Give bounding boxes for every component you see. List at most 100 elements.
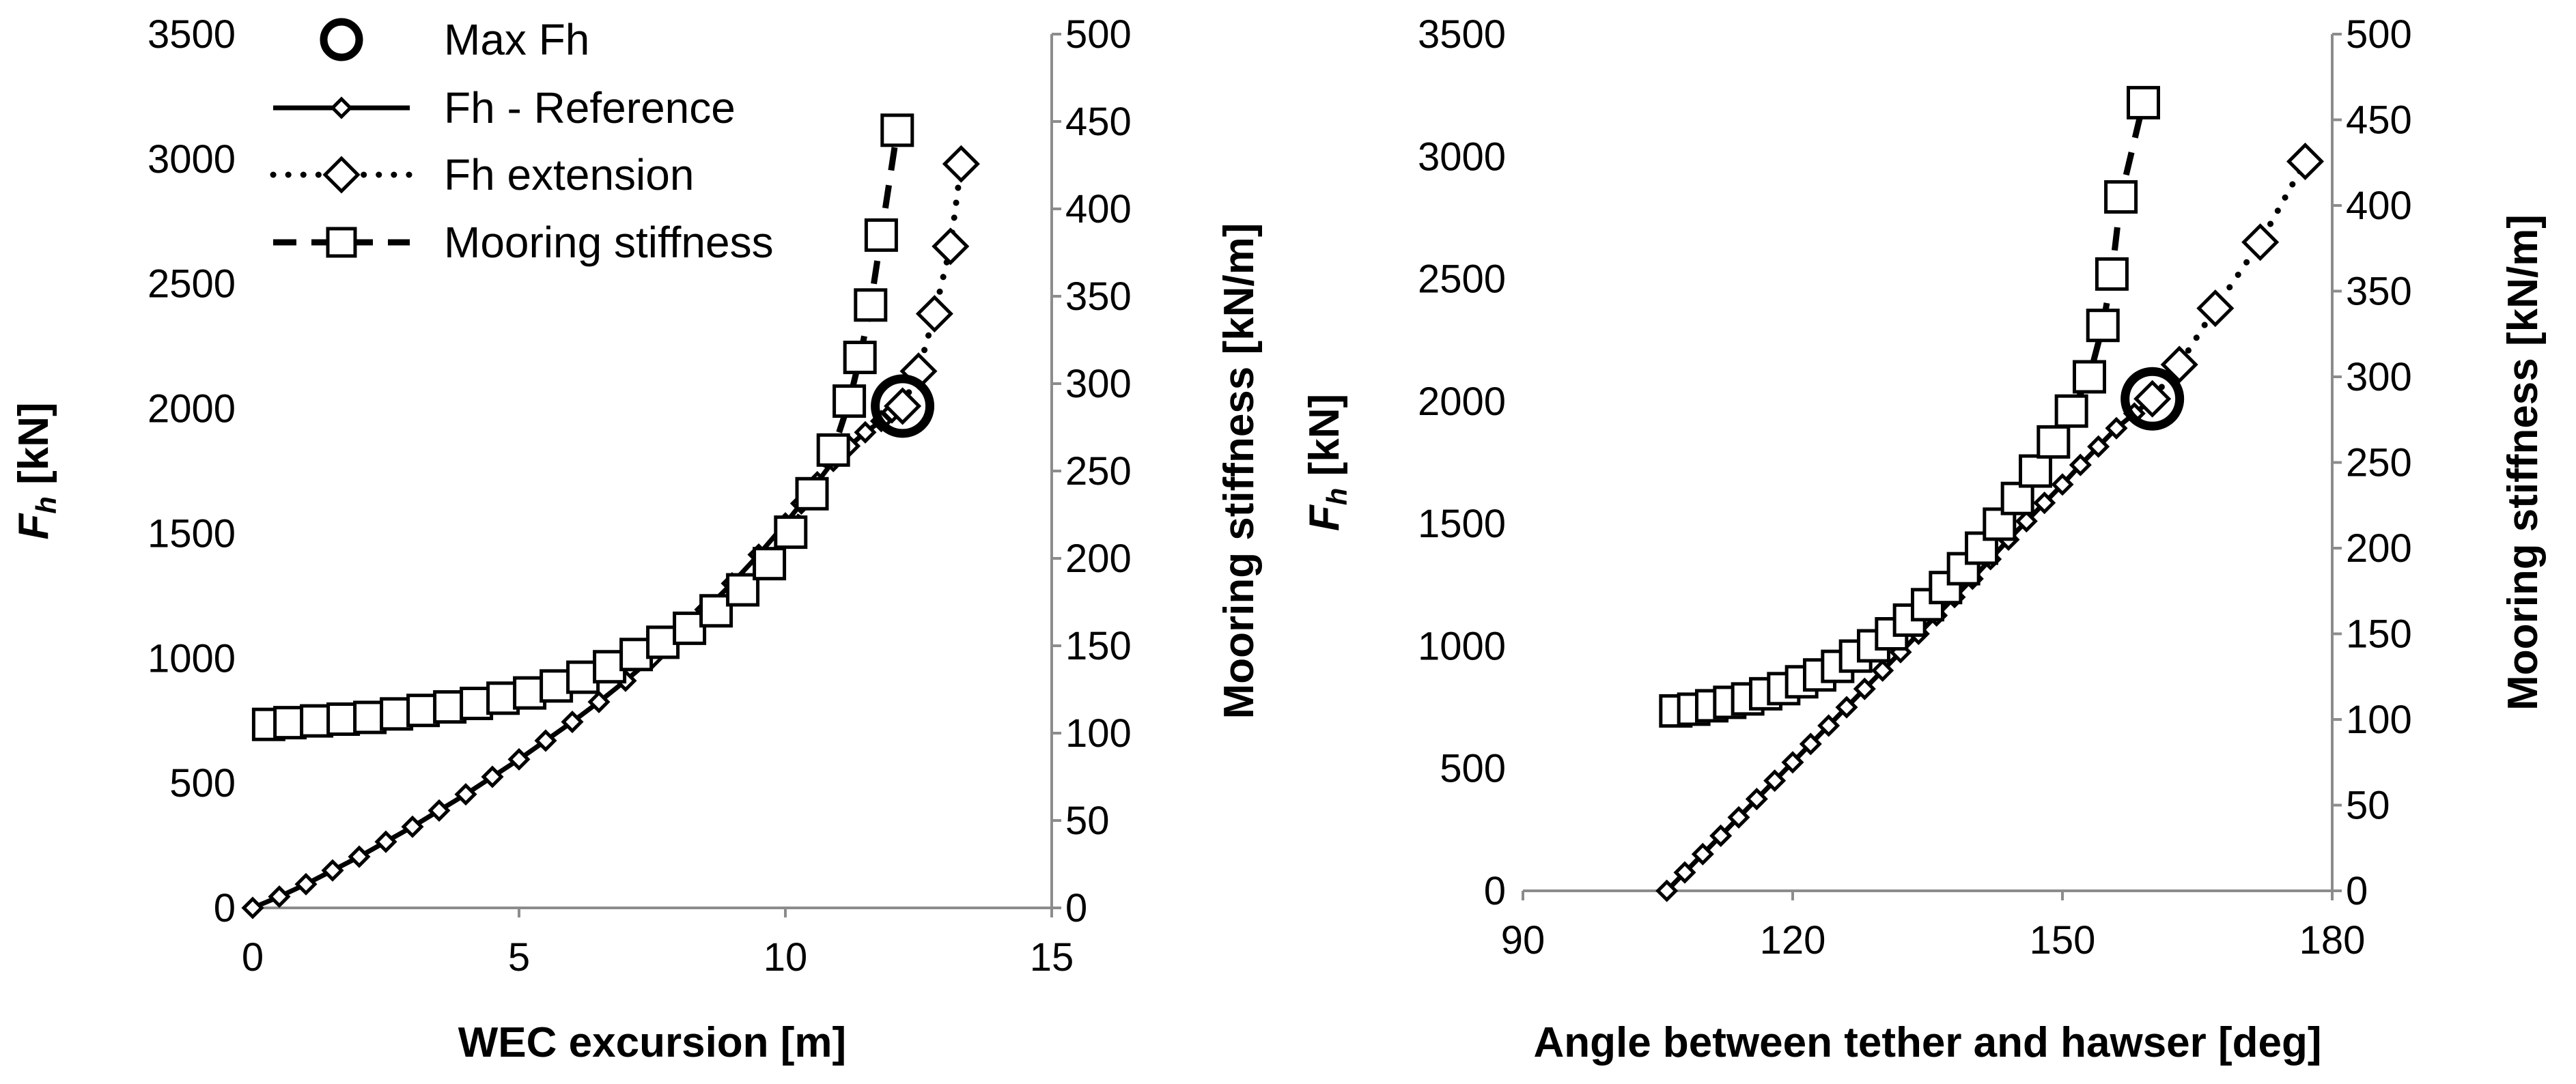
fh-reference-point [2051, 473, 2074, 496]
y2-tick-label: 400 [2346, 184, 2412, 228]
y2-tick-label: 500 [2346, 12, 2412, 57]
legend-entry-label: Mooring stiffness [444, 218, 774, 267]
fh-reference-point [587, 690, 611, 713]
mooring-stiffness-point [2086, 309, 2120, 343]
y-axis-label-symbol: F [1301, 504, 1348, 531]
y2-tick-label: 400 [1065, 187, 1132, 231]
mooring-stiffness-point [880, 113, 914, 147]
x-axis-label: WEC excursion [m] [458, 1019, 846, 1066]
y-tick-label: 2000 [148, 387, 236, 431]
mooring-stiffness-point [753, 547, 787, 581]
fh-reference-point [1853, 677, 1876, 700]
y2-tick-label: 100 [1065, 711, 1132, 756]
fh-reference-point [1691, 842, 1714, 866]
chart-legend: Max Fh Fh - Reference Fh extension Mooring … [270, 15, 774, 267]
max-fh-marker [2120, 367, 2185, 431]
mooring-stiffness-point [774, 515, 808, 550]
legend-entry-label: Fh - Reference [444, 83, 736, 132]
series-line-fh-extension [899, 160, 964, 410]
y-tick-label: 3000 [1418, 134, 1506, 179]
x-tick-label: 90 [1501, 918, 1545, 962]
fh-reference-point [2033, 491, 2056, 515]
mooring-stiffness-point [843, 341, 877, 375]
mooring-stiffness-point [2095, 257, 2129, 291]
x-axis-label: Angle between tether and hawser [deg] [1533, 1019, 2321, 1066]
legend-symbol-fh-reference [330, 96, 353, 119]
y2-tick-label: 250 [2346, 441, 2412, 485]
y-tick-label: 1500 [1418, 502, 1506, 546]
y2-tick-label: 500 [1065, 12, 1132, 57]
y2-tick-label: 350 [1065, 274, 1132, 319]
fh-reference-point [1781, 751, 1804, 774]
series-line-fh-reference [1665, 397, 2154, 893]
y2-tick-label: 200 [2346, 526, 2412, 571]
y2-tick-label: 150 [1065, 624, 1132, 668]
fh-reference-point [1835, 696, 1858, 719]
y2-tick-label: 350 [2346, 270, 2412, 314]
x-tick-label: 10 [764, 935, 808, 980]
fh-reference-point [294, 872, 318, 896]
y2-tick-label: 300 [1065, 362, 1132, 406]
x-tick-label: 5 [508, 935, 530, 980]
y-tick-label: 2000 [1418, 380, 1506, 424]
mooring-stiffness-point [854, 288, 888, 322]
fh-reference-point [1709, 824, 1733, 847]
y-axis-label-subscript: h [30, 496, 62, 514]
y-tick-label: 3500 [148, 12, 236, 57]
y2-tick-label: 300 [2346, 355, 2412, 399]
legend-symbol-mooring-stiffness [326, 227, 357, 258]
mooring-stiffness-point [2127, 85, 2160, 119]
fh-extension-point [915, 295, 953, 333]
y2-tick-label: 0 [2346, 869, 2368, 913]
mooring-stiffness-point [1911, 588, 1944, 622]
chart-panel-excursion: 0500100015002000250030003500050100150200… [10, 12, 1263, 1066]
fh-reference-point [401, 815, 424, 838]
y-tick-label: 500 [1440, 747, 1506, 791]
y-tick-label: 3000 [148, 137, 236, 182]
fh-extension-point [2241, 223, 2280, 261]
y-tick-label: 1000 [148, 636, 236, 681]
y-tick-label: 1000 [1418, 624, 1506, 668]
fh-reference-point [2069, 453, 2092, 476]
mooring-stiffness-point [2019, 454, 2052, 488]
y-axis-label-unit: [kN] [1301, 394, 1348, 488]
y2-tick-label: 450 [1065, 100, 1132, 144]
y-tick-label: 500 [169, 761, 236, 805]
y2-tick-label: 0 [1065, 886, 1087, 930]
legend-entry-label: Max Fh [444, 15, 589, 64]
y-tick-label: 1500 [148, 511, 236, 556]
fh-reference-point [1871, 659, 1894, 682]
y-tick-label: 3500 [1418, 12, 1506, 57]
fh-reference-point [2105, 416, 2128, 440]
legend-symbol-fh-extension [322, 156, 361, 194]
y-tick-label: 0 [214, 886, 236, 930]
y-axis-label-unit: [kN] [10, 402, 57, 496]
fh-reference-point [1817, 714, 1840, 737]
y-axis-label-symbol: F [10, 513, 57, 540]
fh-reference-point [481, 765, 504, 788]
y-tick-label: 0 [1484, 869, 1506, 913]
y-axis-label: Fh [kN] [1301, 394, 1353, 531]
y-axis-label: Fh [kN] [10, 402, 62, 539]
fh-reference-point [854, 420, 877, 444]
fh-reference-point [428, 799, 451, 822]
fh-reference-point [454, 783, 477, 806]
mooring-stiffness-point [1929, 571, 1963, 605]
y2-tick-label: 250 [1065, 449, 1132, 494]
x-tick-label: 180 [2299, 918, 2366, 962]
y2-axis-label: Mooring stiffness [kN/m] [2500, 214, 2547, 711]
mooring-stiffness-point [2104, 180, 2138, 214]
fh-extension-point [932, 227, 970, 266]
mooring-stiffness-point [795, 476, 829, 511]
mooring-stiffness-point [816, 433, 850, 467]
fh-extension-point [942, 145, 980, 183]
chart-panel-angle: 0 500 1000 1500 2000 2500 3000 3500 0 50 100 150 200… [1301, 12, 2547, 1066]
fh-extension-point [884, 387, 922, 425]
fh-reference-point [1745, 788, 1768, 811]
fh-reference-point [1673, 861, 1696, 884]
y2-tick-label: 50 [1065, 799, 1110, 843]
fh-reference-point [1655, 879, 1679, 902]
mooring-stiffness-point [2073, 360, 2106, 394]
fh-reference-point [348, 845, 371, 868]
